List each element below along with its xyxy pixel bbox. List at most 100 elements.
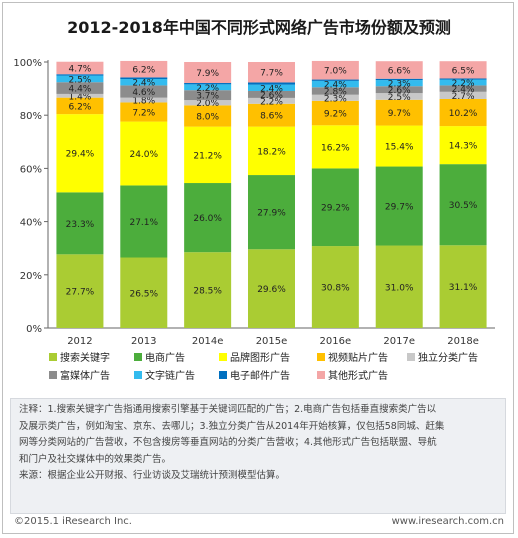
data-label: 30.8%	[321, 284, 350, 294]
data-label: 1.8%	[132, 97, 155, 107]
legend-label: 文字链广告	[145, 369, 195, 382]
data-label: 2.6%	[260, 91, 283, 101]
bar-segment	[375, 166, 423, 246]
bar-segment	[311, 100, 359, 126]
data-label: 29.6%	[257, 285, 286, 295]
bar-segment	[56, 82, 104, 94]
legend-label: 搜索关键字	[60, 351, 110, 364]
data-label: 2.0%	[196, 99, 219, 109]
legend-label: 富媒体广告	[60, 369, 110, 382]
legend-label: 品牌图形广告	[230, 351, 290, 364]
data-label: 4.4%	[68, 85, 91, 95]
website-text: www.iresearch.com.cn	[391, 516, 504, 527]
legend-label: 电商广告	[145, 351, 185, 364]
notes-box: 注释：1.搜索关键字广告指通用搜索引擎基于关键词匹配的广告；2.电商广告包括垂直…	[10, 398, 506, 514]
bar-segment	[439, 98, 487, 127]
data-label: 2.4%	[452, 85, 475, 95]
y-tick-label: 0%	[26, 324, 42, 335]
data-label: 23.3%	[66, 220, 95, 230]
note-line: 注释：1.搜索关键字广告指通用搜索引擎基于关键词匹配的广告；2.电商广告包括垂直…	[19, 404, 437, 415]
y-tick-label: 100%	[13, 58, 42, 69]
data-label: 24.0%	[129, 150, 158, 160]
data-label: 2.7%	[452, 92, 475, 102]
bar-segment	[184, 252, 232, 328]
legend-swatch	[317, 353, 325, 361]
data-label: 6.2%	[132, 66, 155, 76]
note-line: 和门户及社交媒体中的效果类广告。	[19, 453, 172, 465]
legend-swatch	[317, 371, 325, 379]
legend-swatch	[407, 353, 415, 361]
bar-segment	[439, 61, 487, 79]
bar-segment	[311, 60, 359, 80]
y-tick-label: 80%	[20, 111, 42, 122]
bar-segment	[311, 246, 359, 328]
bar-segment	[248, 249, 295, 328]
bar-segment	[248, 175, 295, 250]
bar-segment	[439, 85, 487, 92]
bar-segment	[375, 245, 423, 328]
bar-segment	[120, 121, 168, 186]
note-line: 网等分类网站的广告营收，不包含搜房等垂直网站的分类广告营收；4.其他形式广告包括…	[19, 437, 437, 448]
bar-segment	[375, 80, 423, 87]
bar-segment	[184, 83, 232, 85]
data-label: 27.9%	[257, 209, 286, 219]
legend-swatch	[219, 371, 227, 379]
data-label: 6.2%	[68, 102, 91, 112]
data-label: 4.7%	[68, 64, 91, 74]
data-label: 28.5%	[193, 287, 222, 297]
bar-segment	[311, 94, 359, 101]
data-label: 7.2%	[132, 109, 155, 119]
data-label: 8.0%	[196, 112, 219, 122]
bar-segment	[120, 185, 168, 258]
legend-swatch	[49, 353, 57, 361]
bar-segment	[56, 97, 104, 115]
x-tick-label: 2018e	[447, 336, 479, 347]
chart-title: 2012-2018年中国不同形式网络广告市场份额及预测	[67, 18, 451, 37]
bar-segment	[439, 164, 487, 246]
data-label: 21.2%	[193, 151, 222, 161]
bar-segment	[248, 103, 295, 127]
data-label: 2.2%	[452, 79, 475, 89]
bar-segment	[248, 84, 295, 91]
data-label: 2.3%	[388, 80, 411, 90]
bar-segment	[56, 192, 104, 255]
data-label: 2.4%	[132, 79, 155, 89]
bar-segment	[120, 257, 168, 328]
data-label: 4.6%	[132, 88, 155, 98]
bar-segment	[120, 79, 168, 86]
legend-label: 视频贴片广告	[328, 351, 388, 364]
data-label: 6.6%	[388, 66, 411, 76]
legend-swatch	[219, 353, 227, 361]
bar-segment	[120, 97, 168, 103]
y-tick-label: 20%	[20, 271, 42, 282]
bar-segment	[248, 97, 295, 104]
x-tick-label: 2013	[131, 336, 156, 347]
bar-segment	[184, 62, 232, 84]
bar-segment	[184, 105, 232, 127]
data-label: 6.5%	[452, 66, 475, 76]
data-label: 29.7%	[385, 203, 414, 213]
bar-segment	[120, 85, 168, 98]
data-label: 2.6%	[388, 86, 411, 96]
legend-label: 其他形式广告	[328, 369, 388, 382]
bar-segment	[248, 90, 295, 98]
bar-segment	[439, 79, 487, 86]
bar-segment	[375, 93, 423, 100]
data-label: 10.2%	[449, 109, 478, 119]
data-label: 26.5%	[129, 289, 158, 299]
data-label: 27.1%	[129, 218, 158, 228]
bar-segment	[184, 100, 232, 106]
bar-segment	[439, 78, 487, 80]
data-label: 29.2%	[321, 204, 350, 214]
data-label: 14.3%	[449, 142, 478, 152]
bar-segment	[184, 84, 232, 91]
bar-segment	[56, 93, 104, 98]
data-label: 18.2%	[257, 147, 286, 157]
data-label: 2.4%	[324, 81, 347, 91]
legend-label: 独立分类广告	[418, 351, 478, 364]
data-label: 29.4%	[66, 150, 95, 160]
x-tick-label: 2017e	[383, 336, 415, 347]
x-tick-label: 2012	[67, 336, 92, 347]
bar-segment	[311, 168, 359, 247]
bar-segment	[439, 245, 487, 328]
